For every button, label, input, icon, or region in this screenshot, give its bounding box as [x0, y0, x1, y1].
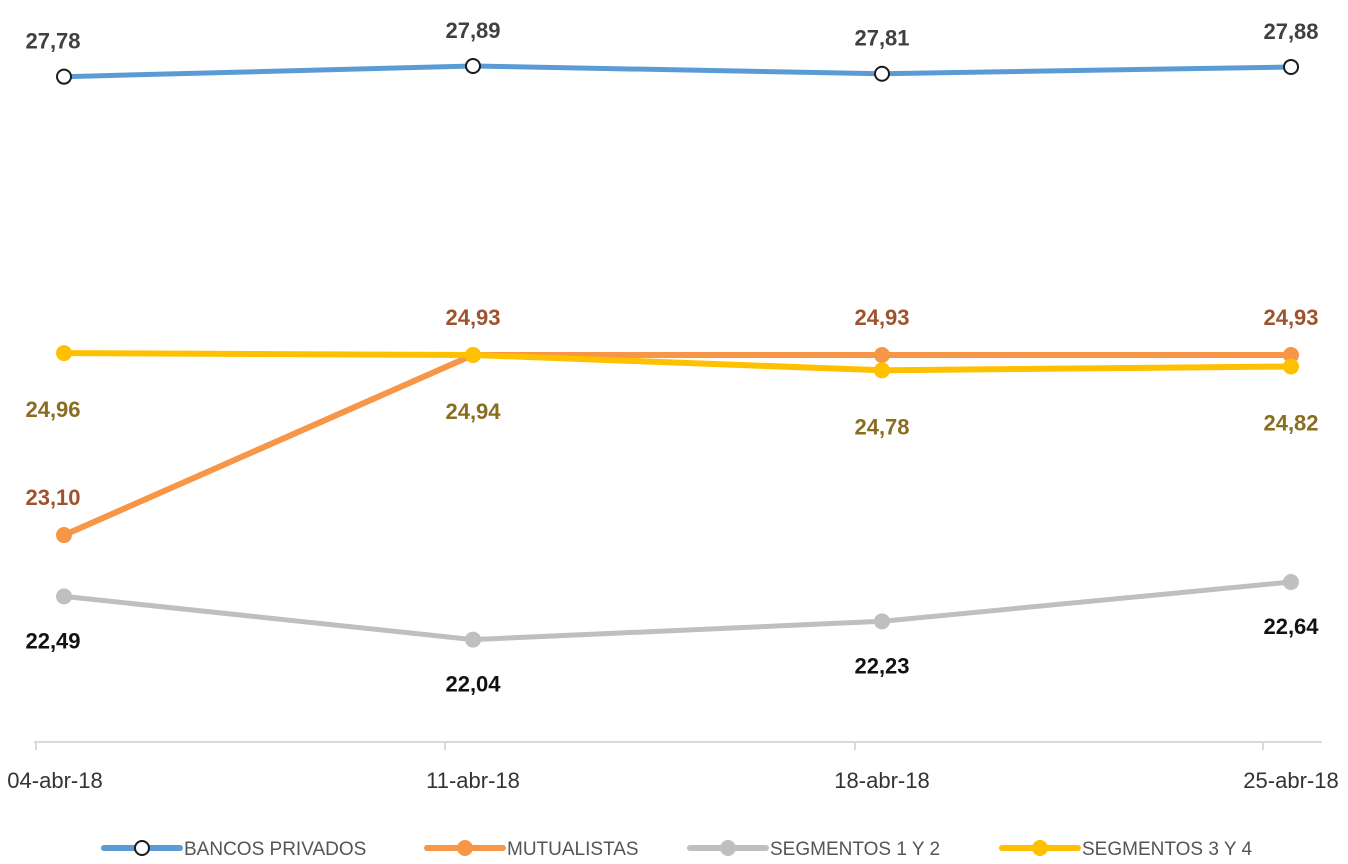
x-axis: 04-abr-18 11-abr-18 18-abr-18 25-abr-18	[7, 741, 1339, 793]
data-point	[874, 65, 890, 82]
data-point	[1283, 346, 1299, 363]
data-point	[465, 631, 481, 648]
x-tick-label: 25-abr-18	[1243, 768, 1338, 793]
data-point	[874, 613, 890, 630]
data-label: 27,88	[1263, 19, 1318, 44]
data-point	[465, 347, 481, 364]
series-segmentos-1-y-2	[56, 574, 1299, 648]
series-line	[61, 63, 1294, 80]
legend-item: SEGMENTOS 3 Y 4	[999, 839, 1252, 860]
data-point	[56, 527, 72, 544]
legend-label: SEGMENTOS 3 Y 4	[1082, 839, 1252, 860]
data-labels: 27,78 27,89 27,81 27,88 22,49 22,04 22,23 22,64…	[25, 18, 1319, 697]
x-tick-label: 18-abr-18	[834, 768, 929, 793]
data-label: 24,94	[445, 399, 501, 424]
data-point	[874, 346, 890, 363]
series-bancos-privados	[56, 57, 1299, 85]
series-line	[61, 352, 1294, 539]
legend-item: SEGMENTOS 1 Y 2	[687, 839, 940, 860]
legend-marker	[720, 840, 736, 856]
data-label: 27,89	[445, 18, 500, 43]
series-line	[61, 350, 1294, 374]
data-label: 27,78	[25, 29, 80, 54]
data-label: 23,10	[25, 485, 80, 510]
legend-marker	[1032, 840, 1048, 856]
series-line	[61, 579, 1294, 643]
data-label: 22,04	[445, 672, 501, 697]
data-label: 24,96	[25, 397, 80, 422]
data-label: 24,82	[1263, 411, 1318, 436]
legend-item: BANCOS PRIVADOS	[101, 839, 366, 860]
series-segmentos-3-y-4	[56, 345, 1299, 379]
data-point	[56, 345, 72, 362]
legend-label: MUTUALISTAS	[507, 839, 639, 860]
legend-label: BANCOS PRIVADOS	[184, 839, 366, 860]
x-tick-label: 04-abr-18	[7, 768, 102, 793]
legend-label: SEGMENTOS 1 Y 2	[770, 839, 940, 860]
legend-item: MUTUALISTAS	[424, 839, 639, 860]
data-label: 22,64	[1263, 614, 1319, 639]
x-tick-label: 11-abr-18	[426, 768, 520, 793]
data-label: 24,93	[854, 305, 909, 330]
data-label: 22,23	[854, 653, 909, 678]
data-point	[465, 57, 481, 74]
data-point	[1283, 358, 1299, 375]
data-label: 24,93	[1263, 305, 1318, 330]
data-label: 22,49	[25, 628, 80, 653]
data-label: 24,78	[854, 414, 909, 439]
legend-marker	[134, 840, 150, 856]
series-mutualistas	[56, 346, 1299, 544]
data-point	[1283, 574, 1299, 591]
data-point	[56, 588, 72, 605]
legend: BANCOS PRIVADOS MUTUALISTAS SEGMENTOS 1 Y …	[101, 839, 1252, 860]
data-label: 27,81	[854, 26, 909, 51]
series-layer	[56, 57, 1299, 648]
data-label: 24,93	[445, 305, 500, 330]
data-point	[56, 68, 72, 85]
legend-marker	[457, 840, 473, 856]
data-point	[1283, 58, 1299, 75]
data-point	[874, 362, 890, 379]
